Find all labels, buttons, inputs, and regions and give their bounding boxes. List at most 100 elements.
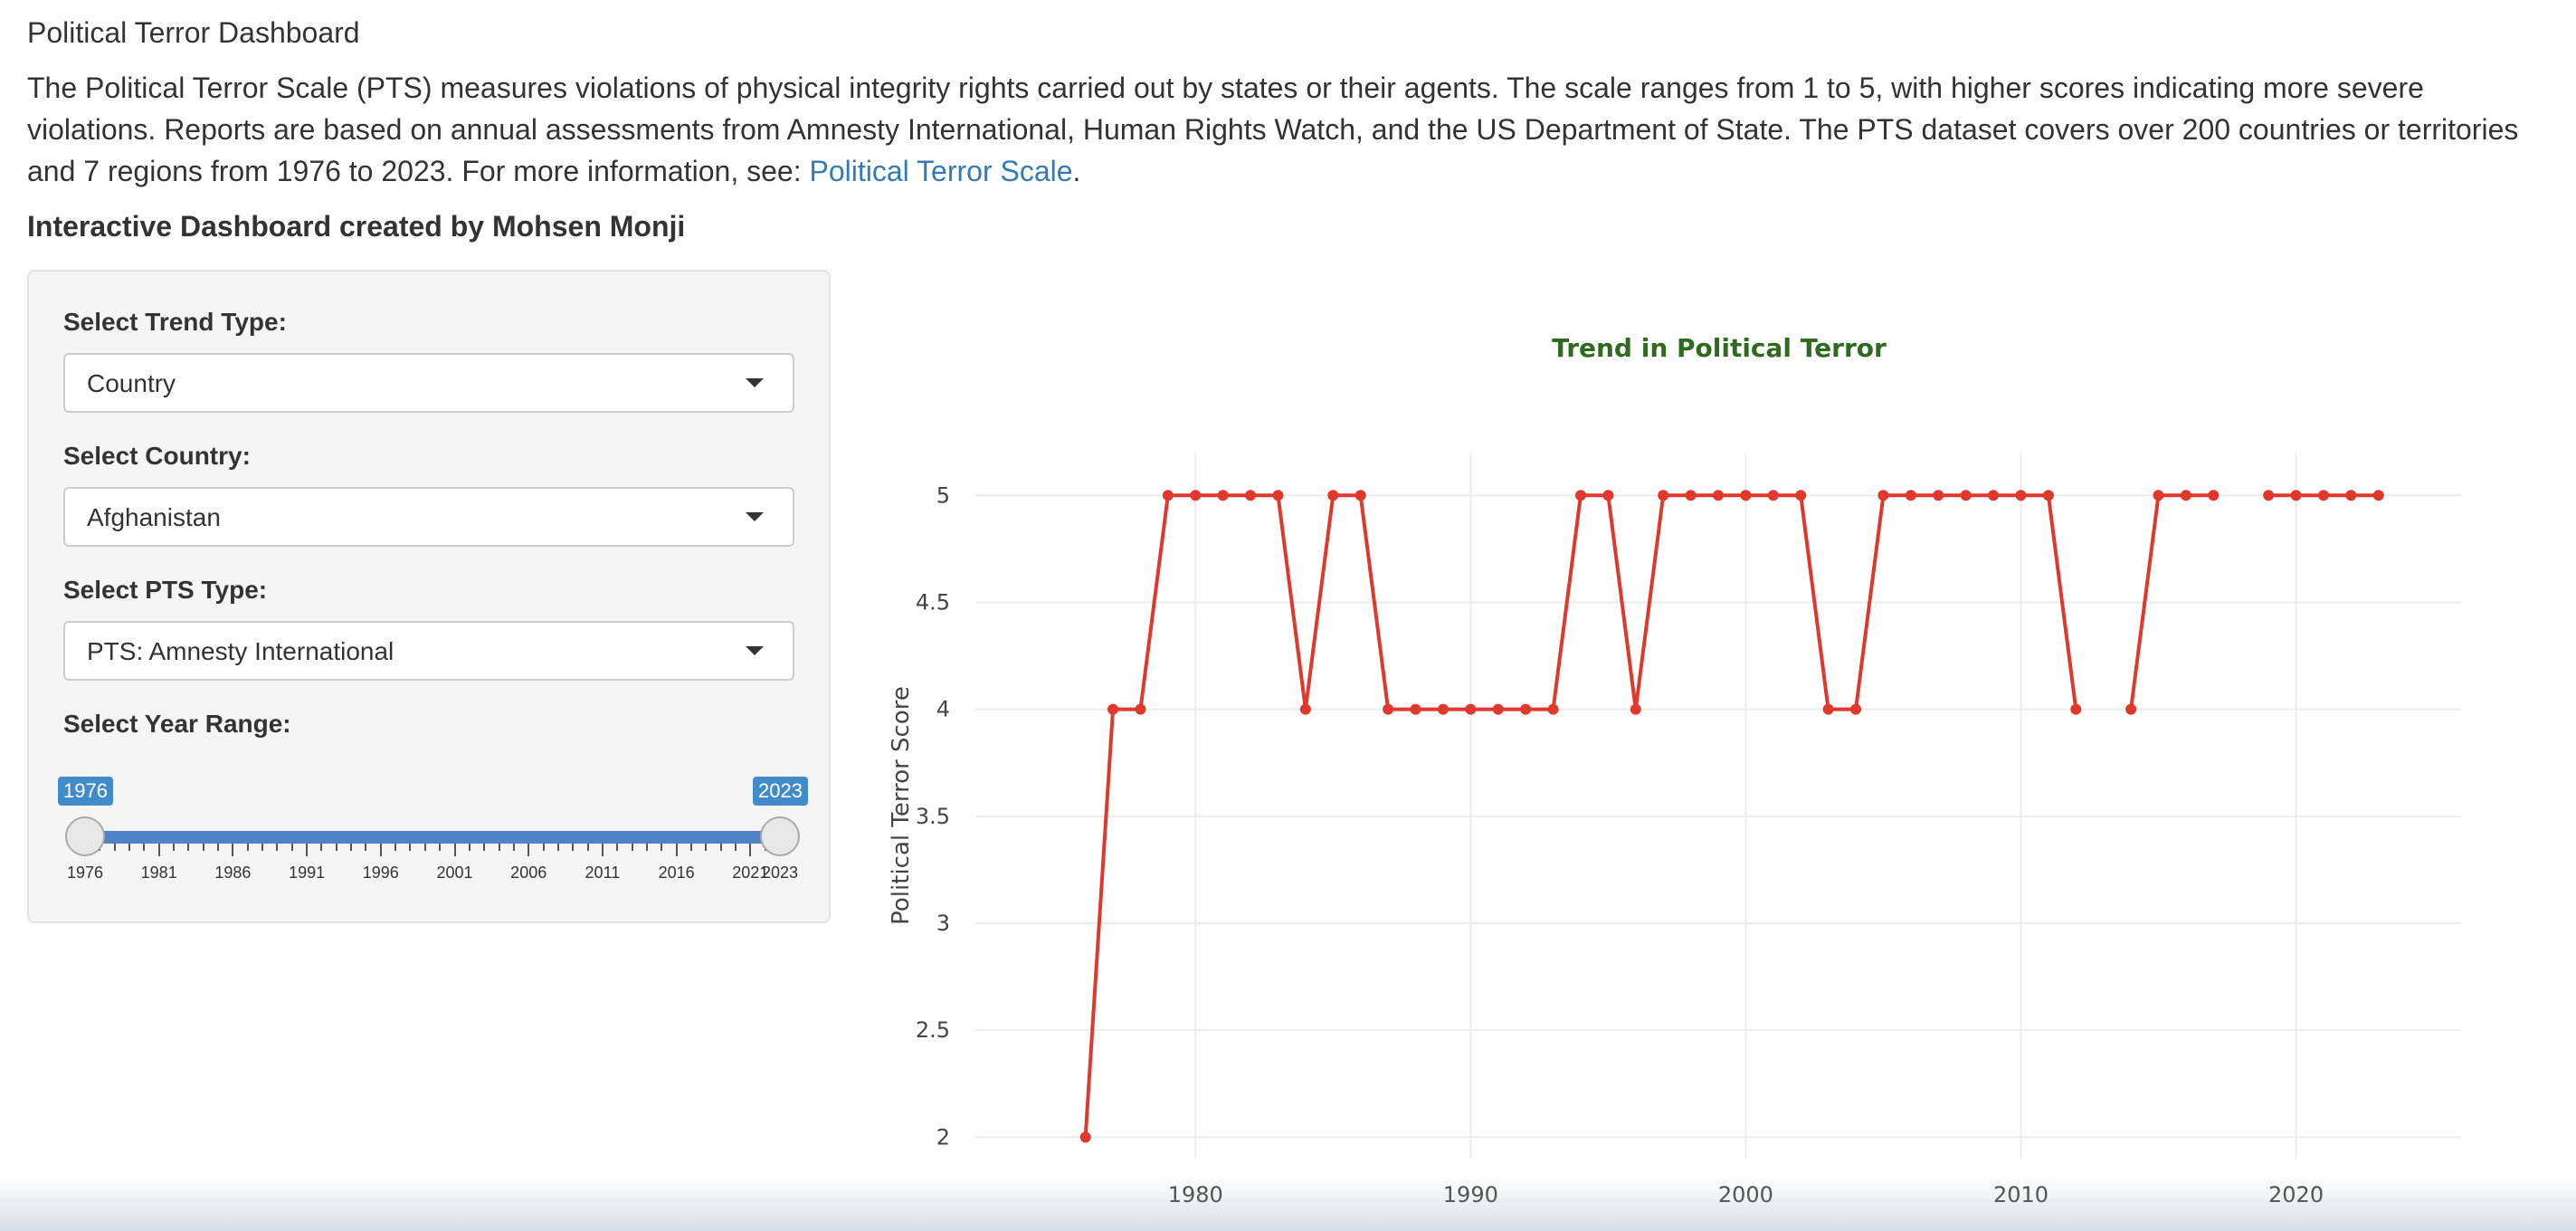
data-point [1079,1131,1091,1143]
slider-tick [556,844,559,851]
y-tick-label: 2 [936,1124,950,1150]
y-tick-label: 5 [936,482,950,508]
slider-tick [276,844,279,851]
year-range-slider[interactable]: 1976 1981 1986 1991 1996 2001 2006 2011 2016 2021… [58,751,808,887]
slider-tick [661,844,663,851]
country-value: Afghanistan [87,503,221,531]
slider-tick [173,844,176,851]
slider-tick [631,844,633,851]
slider-tick [572,844,575,851]
data-point [1135,703,1146,715]
slider-tick [645,844,648,851]
intro-text: The Political Terror Scale (PTS) measure… [27,72,2519,187]
data-point [1795,490,1807,501]
series-line [2129,493,2214,710]
slider-tick-label: 1976 [66,864,104,882]
country-label: Select Country: [63,442,251,470]
slider-tick [394,844,397,851]
data-point [1685,490,1697,501]
data-point [2042,490,2054,501]
slider-tick [113,844,116,851]
slider-tick-label: 2023 [761,864,799,882]
slider-tick-label: 2011 [585,864,621,882]
data-point [1190,490,1202,501]
data-point [2015,490,2027,501]
data-point [1410,703,1421,715]
data-point [1905,490,1916,501]
slider-tick [261,844,264,851]
pts-type-value: PTS: Amnesty International [87,637,394,665]
data-point [2180,490,2191,501]
data-point [1933,490,1944,501]
slider-tick [128,844,131,851]
slider-tick [689,844,692,851]
data-point [1574,490,1586,501]
data-point [1272,490,1284,501]
data-point [1713,490,1724,501]
data-point [2372,490,2384,501]
data-point [1327,490,1339,501]
slider-tick [217,844,220,851]
data-point [1630,703,1641,715]
data-point [2317,490,2329,501]
pts-link[interactable]: Political Terror Scale [809,155,1073,187]
y-axis-title: Political Terror Score [888,686,915,925]
data-point [1740,490,1752,501]
data-point [1465,703,1477,715]
data-point [2153,490,2164,501]
slider-tick [586,844,589,851]
trend-chart: Trend in Political Terror 1980 1990 2000 20… [878,308,2561,1231]
pts-type-label: Select PTS Type: [63,576,268,604]
data-point [1822,703,1834,715]
slider-tick [379,844,382,856]
pts-type-select[interactable]: PTS: Amnesty International [63,621,794,681]
data-point [2263,490,2275,501]
country-select[interactable]: Afghanistan [63,487,794,547]
chevron-down-icon [746,512,764,521]
trend-type-select[interactable]: Country [63,353,794,413]
data-point [1767,490,1779,501]
data-point [1960,490,1972,501]
slider-tick [439,844,442,851]
intro-paragraph: The Political Terror Scale (PTS) measure… [27,67,2552,192]
slider-tick [749,844,752,856]
chevron-down-icon [746,646,764,655]
data-point [1245,490,1257,501]
data-point [1437,703,1449,715]
data-point [2345,490,2357,501]
y-tick-label: 4.5 [916,589,950,615]
slider-tick [528,844,530,856]
slider-tick [143,844,146,851]
data-point [1355,490,1366,501]
data-point [1217,490,1229,501]
page-title: Political Terror Dashboard [27,16,360,49]
slider-from-badge: 1976 [58,777,113,806]
data-point [1658,490,1669,501]
slider-tick [734,844,737,851]
slider-to-handle[interactable] [760,816,800,856]
slider-tick [483,844,486,851]
data-point [1383,703,1394,715]
slider-tick [512,844,515,851]
x-tick-label: 1990 [1443,1182,1498,1207]
slider-tick [719,844,722,851]
slider-tick-label: 2021 [732,864,769,882]
slider-tick [498,844,500,851]
slider-tick [453,844,456,856]
author-credit: Interactive Dashboard created by Mohsen … [27,210,686,243]
slider-tick [675,844,678,856]
y-tick-label: 3 [936,911,950,936]
chevron-down-icon [746,378,764,387]
x-tick-label: 2000 [1718,1182,1773,1207]
y-tick-label: 4 [936,697,950,722]
trend-type-value: Country [87,369,176,397]
year-range-label: Select Year Range: [63,710,291,738]
slider-tick [409,844,412,851]
slider-from-handle[interactable] [65,816,105,856]
slider-tick [468,844,471,851]
chart-title: Trend in Political Terror [1552,333,1887,363]
slider-tick [157,844,160,856]
slider-tick [601,844,604,856]
data-point [2290,490,2302,501]
slider-tick [320,844,323,851]
